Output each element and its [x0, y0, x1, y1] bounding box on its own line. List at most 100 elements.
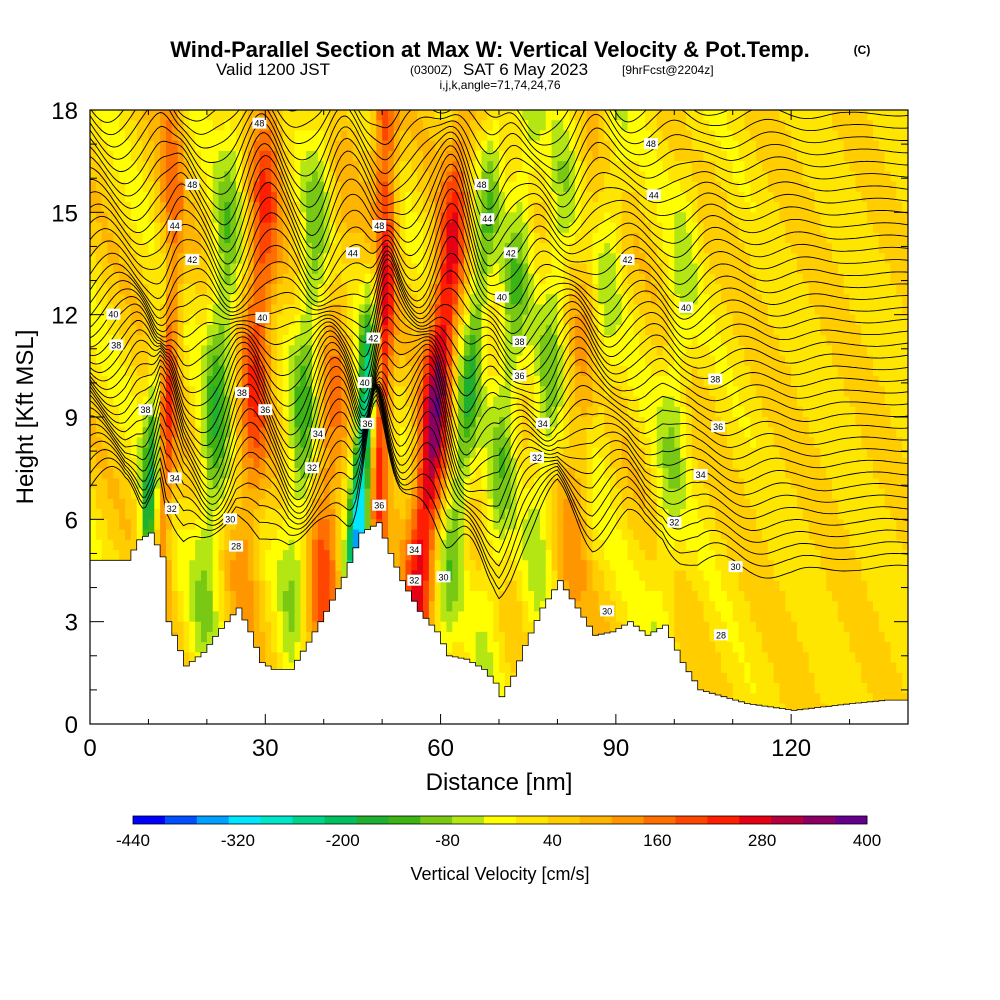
velocity-cell	[469, 202, 477, 213]
velocity-cell	[802, 396, 810, 408]
velocity-cell	[463, 212, 471, 224]
velocity-cell	[469, 304, 477, 316]
velocity-cell	[849, 427, 857, 439]
velocity-cell	[604, 263, 611, 275]
velocity-cell	[206, 110, 214, 121]
velocity-cell	[271, 447, 278, 459]
velocity-cell	[691, 120, 699, 132]
velocity-cell	[872, 232, 880, 244]
velocity-cell	[849, 304, 857, 316]
velocity-cell	[271, 365, 278, 377]
velocity-cell	[598, 273, 605, 285]
velocity-cell	[826, 335, 833, 346]
velocity-cell	[610, 161, 617, 172]
velocity-cell	[709, 314, 716, 326]
velocity-cell	[738, 273, 745, 285]
velocity-cell	[393, 212, 401, 224]
velocity-cell	[288, 355, 296, 367]
velocity-cell	[639, 202, 646, 213]
velocity-cell	[832, 396, 839, 408]
velocity-cell	[165, 161, 173, 172]
velocity-cell	[405, 376, 412, 387]
velocity-cell	[195, 130, 202, 142]
velocity-cell	[662, 304, 670, 316]
velocity-cell	[855, 355, 862, 367]
velocity-cell	[761, 212, 769, 224]
velocity-cell	[861, 314, 868, 326]
velocity-cell	[463, 110, 471, 121]
velocity-cell	[820, 150, 827, 162]
velocity-cell	[604, 253, 611, 265]
velocity-cell	[802, 324, 810, 336]
velocity-cell	[411, 181, 418, 193]
velocity-cell	[276, 222, 284, 234]
velocity-cell	[107, 171, 114, 183]
velocity-cell	[516, 396, 523, 408]
velocity-cell	[171, 253, 179, 265]
velocity-cell	[744, 263, 751, 275]
velocity-cell	[335, 150, 342, 162]
velocity-cell	[271, 232, 278, 244]
velocity-cell	[382, 253, 389, 265]
velocity-cell	[236, 150, 243, 162]
velocity-cell	[872, 283, 880, 295]
velocity-cell	[627, 243, 634, 254]
velocity-cell	[890, 212, 897, 224]
velocity-cell	[423, 345, 430, 357]
velocity-cell	[872, 396, 880, 408]
velocity-cell	[802, 212, 810, 224]
velocity-cell	[551, 386, 559, 398]
velocity-cell	[352, 427, 360, 439]
velocity-cell	[469, 120, 477, 132]
velocity-cell	[446, 406, 453, 418]
velocity-cell	[107, 447, 114, 459]
velocity-cell	[773, 294, 781, 306]
velocity-cell	[598, 191, 605, 203]
velocity-cell	[761, 335, 769, 346]
velocity-cell	[872, 437, 880, 449]
velocity-cell	[282, 396, 290, 408]
velocity-cell	[539, 355, 547, 367]
velocity-cell	[621, 212, 629, 224]
velocity-cell	[849, 181, 857, 193]
velocity-cell	[206, 294, 214, 306]
velocity-cell	[95, 376, 103, 387]
velocity-cell	[890, 417, 897, 428]
velocity-cell	[773, 417, 781, 428]
velocity-cell	[499, 253, 506, 265]
velocity-cell	[814, 314, 821, 326]
velocity-cell	[621, 120, 629, 132]
velocity-cell	[387, 365, 395, 377]
velocity-cell	[160, 396, 167, 408]
velocity-cell	[341, 161, 348, 172]
velocity-cell	[650, 345, 658, 357]
velocity-cell	[738, 304, 745, 316]
velocity-cell	[715, 212, 722, 224]
velocity-cell	[165, 181, 173, 193]
velocity-cell	[323, 150, 331, 162]
velocity-cell	[428, 314, 436, 326]
velocity-cell	[417, 120, 424, 132]
velocity-cell	[458, 283, 465, 295]
velocity-cell	[212, 120, 220, 132]
velocity-cell	[417, 253, 424, 265]
velocity-cell	[820, 447, 827, 459]
velocity-cell	[481, 150, 488, 162]
velocity-cell	[808, 191, 816, 203]
velocity-cell	[551, 253, 559, 265]
velocity-cell	[837, 232, 845, 244]
velocity-cell	[756, 324, 763, 336]
velocity-cell	[119, 314, 126, 326]
velocity-cell	[276, 181, 284, 193]
velocity-cell	[218, 110, 225, 121]
velocity-cell	[849, 417, 857, 428]
velocity-cell	[206, 314, 214, 326]
velocity-cell	[732, 263, 740, 275]
velocity-cell	[183, 191, 190, 203]
velocity-cell	[212, 140, 220, 152]
velocity-cell	[773, 345, 781, 357]
velocity-cell	[837, 222, 845, 234]
velocity-cell	[411, 222, 418, 234]
velocity-cell	[440, 437, 448, 449]
velocity-cell	[481, 437, 488, 449]
